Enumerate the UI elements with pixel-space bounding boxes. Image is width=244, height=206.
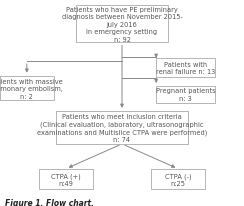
FancyBboxPatch shape: [39, 169, 93, 190]
FancyBboxPatch shape: [151, 169, 205, 190]
FancyBboxPatch shape: [76, 6, 168, 43]
Text: Patients who have PE preliminary
diagnosis between November 2015-
July 2016
in e: Patients who have PE preliminary diagnos…: [61, 7, 183, 43]
Text: Patients who meet inclusion criteria
(Clinical evaluation, laboratory, ultrasono: Patients who meet inclusion criteria (Cl…: [37, 113, 207, 142]
FancyBboxPatch shape: [56, 111, 188, 144]
Text: Patients with
renal failure n: 13: Patients with renal failure n: 13: [156, 61, 215, 75]
FancyBboxPatch shape: [156, 87, 215, 103]
Text: Patients with massive
pulmonary embolism,
n: 2: Patients with massive pulmonary embolism…: [0, 78, 63, 99]
Text: Pregnant patients
n: 3: Pregnant patients n: 3: [156, 88, 215, 102]
Text: Figure 1. Flow chart.: Figure 1. Flow chart.: [5, 198, 94, 206]
Text: CTPA (-)
n:25: CTPA (-) n:25: [165, 172, 192, 186]
FancyBboxPatch shape: [0, 76, 54, 101]
Text: CTPA (+)
n:49: CTPA (+) n:49: [51, 172, 81, 186]
FancyBboxPatch shape: [156, 59, 215, 77]
